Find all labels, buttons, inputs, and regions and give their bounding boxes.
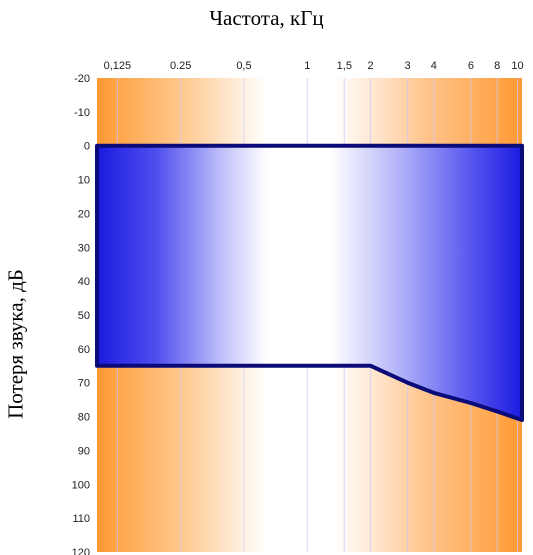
y-tick-label: 70 bbox=[78, 378, 90, 390]
x-tick-label: 8 bbox=[494, 60, 500, 72]
y-tick-label: 120 bbox=[72, 547, 90, 555]
y-tick-label: 50 bbox=[78, 310, 90, 322]
y-tick-label: 30 bbox=[78, 242, 90, 254]
x-tick-labels: 0,125 0.25 0,5 1 1,5 2 3 4 6 8 10 bbox=[104, 60, 524, 72]
y-tick-label: 0 bbox=[84, 141, 90, 153]
x-tick-label: 2 bbox=[368, 60, 374, 72]
x-tick-label: 0.25 bbox=[170, 60, 191, 72]
x-tick-label: 6 bbox=[468, 60, 474, 72]
x-tick-label: 1,5 bbox=[337, 60, 352, 72]
x-axis-title: Частота, кГц bbox=[209, 6, 324, 30]
y-tick-label: 60 bbox=[78, 344, 90, 356]
x-tick-label: 0,125 bbox=[104, 60, 132, 72]
x-tick-label: 0,5 bbox=[236, 60, 251, 72]
y-tick-label: 10 bbox=[78, 175, 90, 187]
y-tick-label: 110 bbox=[72, 513, 90, 525]
y-tick-label: 40 bbox=[78, 276, 90, 288]
y-tick-label: 20 bbox=[78, 208, 90, 220]
hearing-loss-band bbox=[97, 145, 522, 420]
x-tick-label: 3 bbox=[405, 60, 411, 72]
x-tick-label: 1 bbox=[304, 60, 310, 72]
hearing-loss-band-outline bbox=[95, 143, 524, 422]
y-tick-label: 80 bbox=[78, 412, 90, 424]
y-tick-label: 90 bbox=[78, 445, 90, 457]
y-tick-label: -10 bbox=[74, 107, 90, 119]
y-tick-label: 100 bbox=[72, 479, 90, 491]
x-tick-label: 10 bbox=[511, 60, 523, 72]
x-tick-label: 4 bbox=[431, 60, 437, 72]
y-tick-labels: -20 -10 0 10 20 30 40 50 60 70 80 90 100 110 120 bbox=[72, 73, 90, 555]
y-tick-label: -20 bbox=[74, 73, 90, 85]
